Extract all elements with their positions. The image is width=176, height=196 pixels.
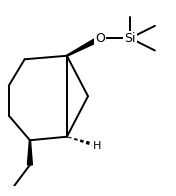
Text: H: H [93,141,101,151]
Polygon shape [67,36,102,56]
Text: Si: Si [124,32,136,45]
Text: O: O [95,32,105,45]
Polygon shape [27,140,32,165]
